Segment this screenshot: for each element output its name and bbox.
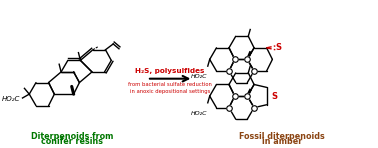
Text: Fossil diterpenoids: Fossil diterpenoids [239,132,325,141]
Text: Diterpenoids from: Diterpenoids from [31,132,113,141]
Text: S: S [275,43,281,52]
Text: HO₂C: HO₂C [191,111,208,116]
Text: from bacterial sulfate reduction
in anoxic depositional settings: from bacterial sulfate reduction in anox… [128,82,212,94]
Text: in amber: in amber [262,137,302,146]
Text: HO₂C: HO₂C [191,74,208,79]
Text: S: S [271,92,277,100]
Text: H₂S, polysulfides: H₂S, polysulfides [135,68,205,74]
Text: HO₂C: HO₂C [2,96,20,102]
Text: conifer resins: conifer resins [41,137,103,146]
